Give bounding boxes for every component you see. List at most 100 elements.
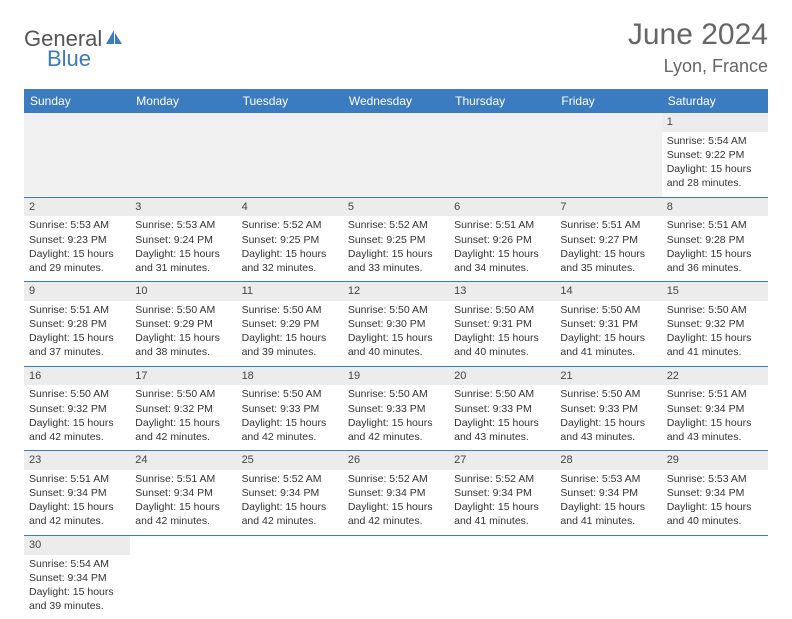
calendar-cell: 1Sunrise: 5:54 AMSunset: 9:22 PMDaylight…: [662, 113, 768, 197]
sunset-text: Sunset: 9:34 PM: [135, 486, 231, 500]
daylight-text: Daylight: 15 hours and 41 minutes.: [560, 500, 656, 528]
daylight-text: Daylight: 15 hours and 42 minutes.: [29, 500, 125, 528]
daylight-text: Daylight: 15 hours and 41 minutes.: [560, 331, 656, 359]
calendar-cell: [555, 113, 661, 197]
daylight-text: Daylight: 15 hours and 37 minutes.: [29, 331, 125, 359]
sunrise-text: Sunrise: 5:54 AM: [667, 134, 763, 148]
sunset-text: Sunset: 9:30 PM: [348, 317, 444, 331]
calendar-body: 1Sunrise: 5:54 AMSunset: 9:22 PMDaylight…: [24, 113, 768, 619]
daylight-text: Daylight: 15 hours and 42 minutes.: [135, 500, 231, 528]
sunset-text: Sunset: 9:32 PM: [135, 402, 231, 416]
daylight-text: Daylight: 15 hours and 42 minutes.: [29, 416, 125, 444]
sunrise-text: Sunrise: 5:50 AM: [29, 387, 125, 401]
sunrise-text: Sunrise: 5:51 AM: [560, 218, 656, 232]
page-header: General June 2024 Lyon, France: [24, 18, 768, 77]
calendar-cell: 7Sunrise: 5:51 AMSunset: 9:27 PMDaylight…: [555, 197, 661, 282]
day-number: 30: [24, 536, 130, 555]
day-number: 23: [24, 451, 130, 470]
day-number: 19: [343, 367, 449, 386]
weekday-header: Wednesday: [343, 89, 449, 113]
day-number: 17: [130, 367, 236, 386]
daylight-text: Daylight: 15 hours and 42 minutes.: [348, 500, 444, 528]
calendar-cell: 21Sunrise: 5:50 AMSunset: 9:33 PMDayligh…: [555, 366, 661, 451]
sunrise-text: Sunrise: 5:51 AM: [29, 303, 125, 317]
sunset-text: Sunset: 9:34 PM: [29, 486, 125, 500]
sunset-text: Sunset: 9:34 PM: [454, 486, 550, 500]
sunset-text: Sunset: 9:29 PM: [135, 317, 231, 331]
sunset-text: Sunset: 9:23 PM: [29, 233, 125, 247]
sunset-text: Sunset: 9:34 PM: [667, 402, 763, 416]
sunrise-text: Sunrise: 5:53 AM: [560, 472, 656, 486]
daylight-text: Daylight: 15 hours and 31 minutes.: [135, 247, 231, 275]
calendar-cell: [662, 535, 768, 619]
sunrise-text: Sunrise: 5:52 AM: [242, 472, 338, 486]
weekday-header: Sunday: [24, 89, 130, 113]
sunrise-text: Sunrise: 5:50 AM: [348, 303, 444, 317]
calendar-cell: 5Sunrise: 5:52 AMSunset: 9:25 PMDaylight…: [343, 197, 449, 282]
day-number: 16: [24, 367, 130, 386]
daylight-text: Daylight: 15 hours and 42 minutes.: [242, 416, 338, 444]
brand-text-2: Blue: [47, 46, 91, 72]
daylight-text: Daylight: 15 hours and 33 minutes.: [348, 247, 444, 275]
day-number: 5: [343, 198, 449, 217]
calendar-cell: 13Sunrise: 5:50 AMSunset: 9:31 PMDayligh…: [449, 282, 555, 367]
sunrise-text: Sunrise: 5:52 AM: [242, 218, 338, 232]
calendar-cell: 29Sunrise: 5:53 AMSunset: 9:34 PMDayligh…: [662, 451, 768, 536]
calendar-cell: 17Sunrise: 5:50 AMSunset: 9:32 PMDayligh…: [130, 366, 236, 451]
day-number: 13: [449, 282, 555, 301]
sunset-text: Sunset: 9:25 PM: [242, 233, 338, 247]
day-number: 1: [662, 113, 768, 132]
calendar-cell: 30 Sunrise: 5:54 AMSunset: 9:34 PMDayligh…: [24, 535, 130, 619]
sunset-text: Sunset: 9:33 PM: [348, 402, 444, 416]
weekday-header: Saturday: [662, 89, 768, 113]
day-number: 7: [555, 198, 661, 217]
calendar-cell: 20Sunrise: 5:50 AMSunset: 9:33 PMDayligh…: [449, 366, 555, 451]
day-number: 8: [662, 198, 768, 217]
sunrise-text: Sunrise: 5:50 AM: [454, 303, 550, 317]
calendar-cell: 28Sunrise: 5:53 AMSunset: 9:34 PMDayligh…: [555, 451, 661, 536]
calendar-cell: 22Sunrise: 5:51 AMSunset: 9:34 PMDayligh…: [662, 366, 768, 451]
daylight-text: Daylight: 15 hours and 35 minutes.: [560, 247, 656, 275]
sunset-text: Sunset: 9:31 PM: [560, 317, 656, 331]
sunset-text: Sunset: 9:25 PM: [348, 233, 444, 247]
calendar-cell: 15Sunrise: 5:50 AMSunset: 9:32 PMDayligh…: [662, 282, 768, 367]
day-number: 26: [343, 451, 449, 470]
sunset-text: Sunset: 9:33 PM: [454, 402, 550, 416]
day-number: 29: [662, 451, 768, 470]
daylight-text: Daylight: 15 hours and 39 minutes.: [29, 585, 125, 613]
calendar-cell: [449, 113, 555, 197]
calendar-cell: 19Sunrise: 5:50 AMSunset: 9:33 PMDayligh…: [343, 366, 449, 451]
day-number: 10: [130, 282, 236, 301]
sunrise-text: Sunrise: 5:54 AM: [29, 557, 125, 571]
day-number: 22: [662, 367, 768, 386]
calendar-cell: 26Sunrise: 5:52 AMSunset: 9:34 PMDayligh…: [343, 451, 449, 536]
day-number: 24: [130, 451, 236, 470]
calendar-cell: [343, 113, 449, 197]
sunrise-text: Sunrise: 5:51 AM: [29, 472, 125, 486]
calendar-cell: 14 Sunrise: 5:50 AMSunset: 9:31 PMDayligh…: [555, 282, 661, 367]
calendar-table: Sunday Monday Tuesday Wednesday Thursday…: [24, 89, 768, 619]
sunrise-text: Sunrise: 5:50 AM: [667, 303, 763, 317]
weekday-header: Monday: [130, 89, 236, 113]
day-number: 14: [555, 282, 661, 301]
calendar-row: 30 Sunrise: 5:54 AMSunset: 9:34 PMDayligh…: [24, 535, 768, 619]
sunrise-text: Sunrise: 5:50 AM: [560, 303, 656, 317]
calendar-row: 9Sunrise: 5:51 AMSunset: 9:28 PMDaylight…: [24, 282, 768, 367]
sunset-text: Sunset: 9:28 PM: [29, 317, 125, 331]
sunrise-text: Sunrise: 5:53 AM: [29, 218, 125, 232]
sunset-text: Sunset: 9:34 PM: [29, 571, 125, 585]
month-title: June 2024: [628, 18, 768, 52]
day-number: 9: [24, 282, 130, 301]
weekday-header: Thursday: [449, 89, 555, 113]
day-number: 28: [555, 451, 661, 470]
calendar-cell: 6Sunrise: 5:51 AMSunset: 9:26 PMDaylight…: [449, 197, 555, 282]
daylight-text: Daylight: 15 hours and 34 minutes.: [454, 247, 550, 275]
calendar-cell: 11Sunrise: 5:50 AMSunset: 9:29 PMDayligh…: [237, 282, 343, 367]
daylight-text: Daylight: 15 hours and 42 minutes.: [242, 500, 338, 528]
day-number: 15: [662, 282, 768, 301]
daylight-text: Daylight: 15 hours and 41 minutes.: [454, 500, 550, 528]
sunset-text: Sunset: 9:32 PM: [29, 402, 125, 416]
calendar-cell: 12Sunrise: 5:50 AMSunset: 9:30 PMDayligh…: [343, 282, 449, 367]
calendar-cell: 16Sunrise: 5:50 AMSunset: 9:32 PMDayligh…: [24, 366, 130, 451]
calendar-cell: 23 Sunrise: 5:51 AMSunset: 9:34 PMDayligh…: [24, 451, 130, 536]
